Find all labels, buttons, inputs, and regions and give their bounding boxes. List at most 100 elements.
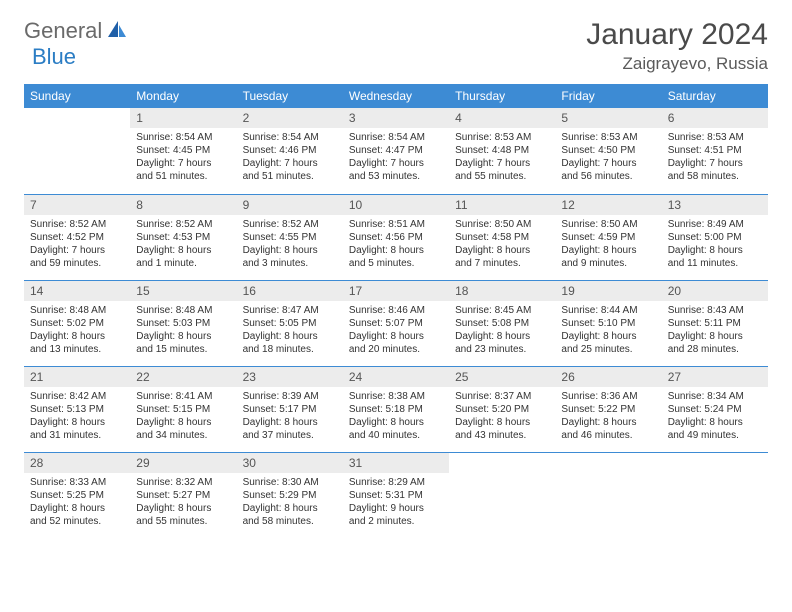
day-number: 28: [24, 453, 130, 473]
logo-blue-wrap: Blue: [32, 44, 76, 70]
calendar-cell: [662, 452, 768, 538]
calendar-body: 1Sunrise: 8:54 AMSunset: 4:45 PMDaylight…: [24, 108, 768, 538]
daylight-text: Daylight: 8 hours and 28 minutes.: [668, 330, 762, 356]
sunrise-text: Sunrise: 8:49 AM: [668, 218, 762, 231]
day-content: Sunrise: 8:49 AMSunset: 5:00 PMDaylight:…: [662, 215, 768, 274]
sunset-text: Sunset: 5:08 PM: [455, 317, 549, 330]
day-number: 18: [449, 281, 555, 301]
sunrise-text: Sunrise: 8:54 AM: [243, 131, 337, 144]
daylight-text: Daylight: 8 hours and 7 minutes.: [455, 244, 549, 270]
sunrise-text: Sunrise: 8:53 AM: [561, 131, 655, 144]
sunset-text: Sunset: 5:18 PM: [349, 403, 443, 416]
day-number: 3: [343, 108, 449, 128]
logo: General: [24, 18, 130, 44]
daylight-text: Daylight: 8 hours and 5 minutes.: [349, 244, 443, 270]
logo-text-blue: Blue: [32, 44, 76, 69]
day-number: 22: [130, 367, 236, 387]
sunset-text: Sunset: 4:47 PM: [349, 144, 443, 157]
sunrise-text: Sunrise: 8:44 AM: [561, 304, 655, 317]
calendar-week-row: 14Sunrise: 8:48 AMSunset: 5:02 PMDayligh…: [24, 280, 768, 366]
sunset-text: Sunset: 4:45 PM: [136, 144, 230, 157]
weekday-header: Tuesday: [237, 84, 343, 108]
day-number: 16: [237, 281, 343, 301]
calendar-cell: 7Sunrise: 8:52 AMSunset: 4:52 PMDaylight…: [24, 194, 130, 280]
sunrise-text: Sunrise: 8:30 AM: [243, 476, 337, 489]
calendar-cell: 16Sunrise: 8:47 AMSunset: 5:05 PMDayligh…: [237, 280, 343, 366]
daylight-text: Daylight: 8 hours and 25 minutes.: [561, 330, 655, 356]
day-content: Sunrise: 8:29 AMSunset: 5:31 PMDaylight:…: [343, 473, 449, 532]
calendar-cell: 31Sunrise: 8:29 AMSunset: 5:31 PMDayligh…: [343, 452, 449, 538]
calendar-cell: 11Sunrise: 8:50 AMSunset: 4:58 PMDayligh…: [449, 194, 555, 280]
sunset-text: Sunset: 5:20 PM: [455, 403, 549, 416]
calendar-cell: 23Sunrise: 8:39 AMSunset: 5:17 PMDayligh…: [237, 366, 343, 452]
sunrise-text: Sunrise: 8:32 AM: [136, 476, 230, 489]
calendar-cell: 1Sunrise: 8:54 AMSunset: 4:45 PMDaylight…: [130, 108, 236, 194]
sunrise-text: Sunrise: 8:52 AM: [243, 218, 337, 231]
daylight-text: Daylight: 8 hours and 43 minutes.: [455, 416, 549, 442]
title-block: January 2024 Zaigrayevo, Russia: [586, 18, 768, 74]
sunset-text: Sunset: 4:53 PM: [136, 231, 230, 244]
daylight-text: Daylight: 8 hours and 49 minutes.: [668, 416, 762, 442]
day-number: 15: [130, 281, 236, 301]
day-content: Sunrise: 8:53 AMSunset: 4:48 PMDaylight:…: [449, 128, 555, 187]
calendar-cell: 8Sunrise: 8:52 AMSunset: 4:53 PMDaylight…: [130, 194, 236, 280]
daylight-text: Daylight: 8 hours and 58 minutes.: [243, 502, 337, 528]
day-content: Sunrise: 8:38 AMSunset: 5:18 PMDaylight:…: [343, 387, 449, 446]
day-number: 20: [662, 281, 768, 301]
day-content: Sunrise: 8:33 AMSunset: 5:25 PMDaylight:…: [24, 473, 130, 532]
day-content: Sunrise: 8:54 AMSunset: 4:46 PMDaylight:…: [237, 128, 343, 187]
day-number: 27: [662, 367, 768, 387]
day-number: 8: [130, 195, 236, 215]
day-content: Sunrise: 8:46 AMSunset: 5:07 PMDaylight:…: [343, 301, 449, 360]
day-content: Sunrise: 8:42 AMSunset: 5:13 PMDaylight:…: [24, 387, 130, 446]
calendar-week-row: 28Sunrise: 8:33 AMSunset: 5:25 PMDayligh…: [24, 452, 768, 538]
daylight-text: Daylight: 8 hours and 18 minutes.: [243, 330, 337, 356]
calendar-cell: 20Sunrise: 8:43 AMSunset: 5:11 PMDayligh…: [662, 280, 768, 366]
calendar-cell: 5Sunrise: 8:53 AMSunset: 4:50 PMDaylight…: [555, 108, 661, 194]
sunrise-text: Sunrise: 8:47 AM: [243, 304, 337, 317]
day-number: 9: [237, 195, 343, 215]
day-number: 12: [555, 195, 661, 215]
sunrise-text: Sunrise: 8:54 AM: [136, 131, 230, 144]
sunset-text: Sunset: 5:27 PM: [136, 489, 230, 502]
day-content: Sunrise: 8:39 AMSunset: 5:17 PMDaylight:…: [237, 387, 343, 446]
day-number: 24: [343, 367, 449, 387]
calendar-cell: 29 Sunrise: 8:32 AMSunset: 5:27 PMDayligh…: [130, 452, 236, 538]
calendar-cell: 14Sunrise: 8:48 AMSunset: 5:02 PMDayligh…: [24, 280, 130, 366]
logo-sail-icon: [106, 19, 128, 44]
day-content: Sunrise: 8:53 AMSunset: 4:51 PMDaylight:…: [662, 128, 768, 187]
day-content: Sunrise: 8:36 AMSunset: 5:22 PMDaylight:…: [555, 387, 661, 446]
sunrise-text: Sunrise: 8:42 AM: [30, 390, 124, 403]
calendar-cell: 13Sunrise: 8:49 AMSunset: 5:00 PMDayligh…: [662, 194, 768, 280]
weekday-header: Thursday: [449, 84, 555, 108]
calendar-cell: [555, 452, 661, 538]
calendar-cell: 26Sunrise: 8:36 AMSunset: 5:22 PMDayligh…: [555, 366, 661, 452]
sunset-text: Sunset: 5:17 PM: [243, 403, 337, 416]
daylight-text: Daylight: 8 hours and 3 minutes.: [243, 244, 337, 270]
day-number: 21: [24, 367, 130, 387]
day-number: 7: [24, 195, 130, 215]
page-header: General January 2024 Zaigrayevo, Russia: [24, 18, 768, 74]
day-number: 5: [555, 108, 661, 128]
sunset-text: Sunset: 5:00 PM: [668, 231, 762, 244]
day-content: Sunrise: 8:50 AMSunset: 4:58 PMDaylight:…: [449, 215, 555, 274]
sunrise-text: Sunrise: 8:48 AM: [136, 304, 230, 317]
daylight-text: Daylight: 8 hours and 55 minutes.: [136, 502, 230, 528]
weekday-header: Friday: [555, 84, 661, 108]
sunrise-text: Sunrise: 8:50 AM: [455, 218, 549, 231]
daylight-text: Daylight: 8 hours and 9 minutes.: [561, 244, 655, 270]
day-content: Sunrise: 8:44 AMSunset: 5:10 PMDaylight:…: [555, 301, 661, 360]
sunrise-text: Sunrise: 8:34 AM: [668, 390, 762, 403]
day-number: 1: [130, 108, 236, 128]
daylight-text: Daylight: 8 hours and 40 minutes.: [349, 416, 443, 442]
daylight-text: Daylight: 8 hours and 23 minutes.: [455, 330, 549, 356]
sunrise-text: Sunrise: 8:41 AM: [136, 390, 230, 403]
sunset-text: Sunset: 4:59 PM: [561, 231, 655, 244]
calendar-cell: 30Sunrise: 8:30 AMSunset: 5:29 PMDayligh…: [237, 452, 343, 538]
day-number: 29: [130, 453, 236, 473]
sunset-text: Sunset: 5:15 PM: [136, 403, 230, 416]
day-content: Sunrise: 8:54 AMSunset: 4:47 PMDaylight:…: [343, 128, 449, 187]
sunrise-text: Sunrise: 8:45 AM: [455, 304, 549, 317]
daylight-text: Daylight: 8 hours and 46 minutes.: [561, 416, 655, 442]
daylight-text: Daylight: 7 hours and 56 minutes.: [561, 157, 655, 183]
